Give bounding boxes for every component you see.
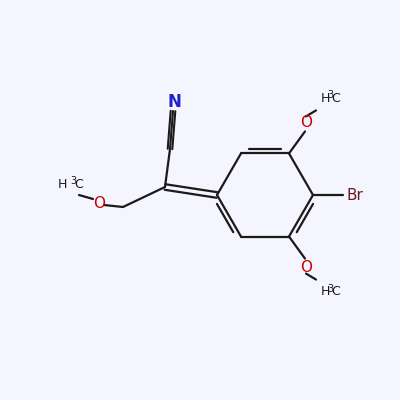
Text: H: H — [58, 178, 67, 190]
Text: Br: Br — [346, 188, 363, 202]
Text: 3: 3 — [70, 176, 76, 186]
Text: 3: 3 — [327, 284, 333, 294]
Text: C: C — [331, 92, 340, 105]
Text: 3: 3 — [327, 90, 333, 100]
Text: H: H — [321, 92, 330, 105]
Text: O: O — [300, 260, 312, 275]
Text: N: N — [167, 93, 181, 111]
Text: C: C — [74, 178, 83, 190]
Text: C: C — [331, 285, 340, 298]
Text: O: O — [93, 196, 105, 210]
Text: O: O — [300, 115, 312, 130]
Text: H: H — [321, 285, 330, 298]
